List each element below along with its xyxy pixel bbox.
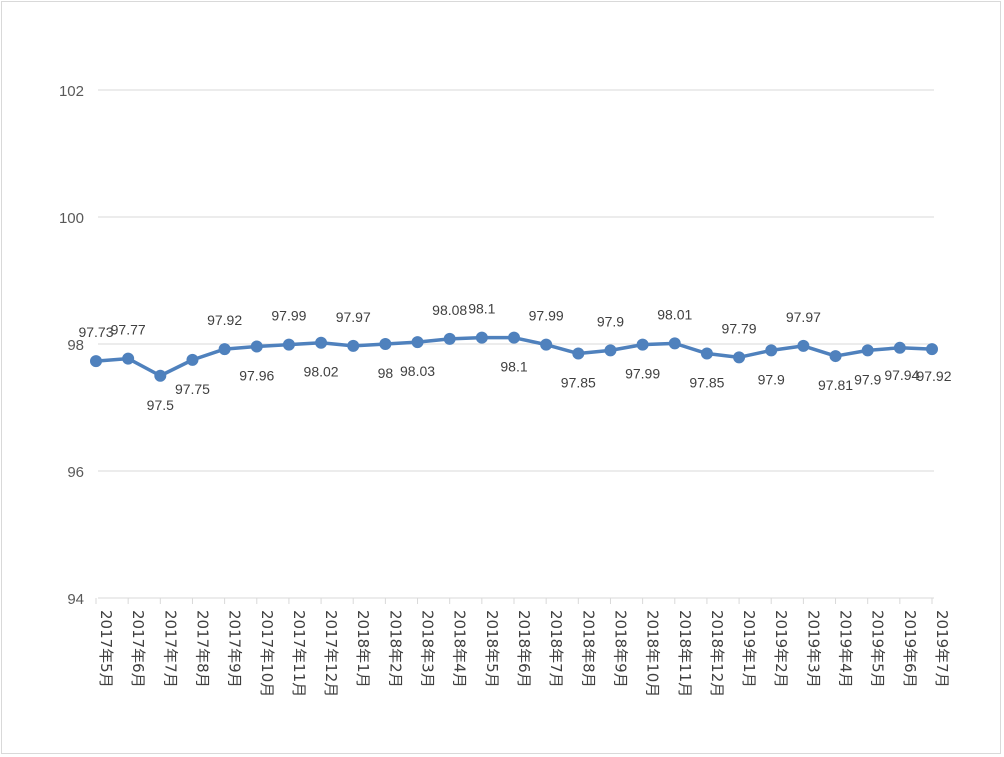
x-tick-label: 2017年9月 bbox=[226, 610, 244, 688]
data-point bbox=[797, 339, 810, 352]
x-tick-label: 2018年5月 bbox=[483, 610, 501, 688]
y-tick-label: 100 bbox=[59, 210, 84, 227]
x-tick-label: 2017年5月 bbox=[97, 610, 115, 688]
data-point bbox=[508, 331, 520, 344]
data-point bbox=[572, 347, 585, 360]
data-point bbox=[893, 341, 906, 354]
data-label: 97.73 bbox=[78, 324, 113, 340]
data-label: 97.99 bbox=[529, 308, 564, 324]
y-tick-label: 94 bbox=[67, 591, 84, 608]
data-point bbox=[700, 347, 713, 360]
data-point bbox=[347, 339, 360, 352]
x-tick-label: 2017年10月 bbox=[258, 610, 276, 697]
data-point bbox=[668, 337, 681, 350]
x-tick-label: 2017年6月 bbox=[129, 610, 147, 688]
x-tick-label: 2018年8月 bbox=[579, 610, 597, 688]
x-tick-label: 2019年2月 bbox=[772, 610, 790, 688]
data-point bbox=[475, 331, 488, 344]
data-label: 97.75 bbox=[175, 381, 210, 397]
data-point bbox=[733, 351, 746, 364]
data-point bbox=[315, 336, 328, 349]
data-label: 98.1 bbox=[468, 301, 495, 317]
data-label: 97.9 bbox=[597, 313, 624, 329]
data-point bbox=[540, 338, 553, 351]
data-label: 97.79 bbox=[722, 320, 757, 336]
series-points bbox=[90, 331, 938, 382]
y-axis-ticks: 94 96 98 100 102 bbox=[59, 83, 84, 608]
x-tick-label: 2019年4月 bbox=[837, 610, 855, 688]
y-tick-label: 96 bbox=[67, 464, 84, 481]
data-label: 97.5 bbox=[147, 397, 174, 413]
data-label: 98 bbox=[378, 365, 394, 381]
data-label: 97.94 bbox=[884, 367, 919, 383]
data-point bbox=[765, 344, 778, 357]
data-label: 97.92 bbox=[916, 368, 951, 384]
x-tick-label: 2019年5月 bbox=[869, 610, 887, 688]
data-point bbox=[218, 343, 231, 356]
gridlines bbox=[98, 89, 934, 599]
data-point bbox=[250, 340, 263, 353]
data-point bbox=[154, 369, 167, 382]
data-label: 97.97 bbox=[786, 309, 821, 325]
data-point bbox=[379, 338, 392, 350]
x-tick-label: 2018年6月 bbox=[515, 610, 533, 688]
data-point bbox=[861, 344, 874, 357]
data-point bbox=[636, 338, 649, 351]
x-tick-label: 2018年4月 bbox=[451, 610, 469, 688]
x-tick-label: 2018年1月 bbox=[354, 610, 372, 688]
data-label: 97.99 bbox=[271, 308, 306, 324]
x-tick-label: 2018年9月 bbox=[611, 610, 629, 688]
data-label: 98.1 bbox=[500, 359, 527, 375]
x-tick-label: 2018年11月 bbox=[676, 610, 694, 697]
x-tick-label: 2018年7月 bbox=[547, 610, 565, 688]
data-point bbox=[443, 332, 456, 345]
x-tick-label: 2019年7月 bbox=[933, 610, 951, 688]
data-point bbox=[90, 355, 102, 368]
y-tick-label: 102 bbox=[59, 83, 84, 100]
data-label: 97.9 bbox=[854, 371, 881, 387]
x-tick-label: 2019年3月 bbox=[804, 610, 822, 688]
data-label: 98.08 bbox=[432, 302, 467, 318]
data-label: 97.92 bbox=[207, 312, 242, 328]
x-tick-label: 2018年12月 bbox=[708, 610, 726, 697]
data-label: 97.97 bbox=[336, 309, 371, 325]
data-point bbox=[411, 336, 424, 349]
data-label: 98.01 bbox=[657, 306, 692, 322]
data-point bbox=[282, 338, 295, 351]
data-label: 97.85 bbox=[561, 375, 596, 391]
x-axis-ticks: 2017年5月 2017年6月 2017年7月 2017年8月 2017年9月 2017年… bbox=[95, 598, 951, 697]
data-label: 97.77 bbox=[111, 322, 146, 338]
data-label: 98.03 bbox=[400, 363, 435, 379]
data-label: 98.02 bbox=[304, 364, 339, 380]
x-tick-label: 2017年7月 bbox=[161, 610, 179, 688]
x-tick-label: 2018年10月 bbox=[644, 610, 662, 697]
x-tick-label: 2019年6月 bbox=[901, 610, 919, 688]
data-label: 97.85 bbox=[689, 375, 724, 391]
x-tick-label: 2017年11月 bbox=[290, 610, 308, 697]
data-point bbox=[829, 350, 842, 363]
x-tick-label: 2017年12月 bbox=[322, 610, 340, 697]
data-label: 97.99 bbox=[625, 366, 660, 382]
data-point bbox=[926, 343, 938, 356]
x-tick-label: 2019年1月 bbox=[740, 610, 758, 688]
data-point bbox=[122, 352, 135, 365]
data-point bbox=[604, 344, 617, 357]
data-label: 97.81 bbox=[818, 377, 853, 393]
data-label: 97.96 bbox=[239, 368, 274, 384]
x-tick-label: 2018年2月 bbox=[386, 610, 404, 688]
data-point bbox=[186, 353, 199, 366]
y-tick-label: 98 bbox=[67, 337, 84, 354]
x-tick-label: 2017年8月 bbox=[193, 610, 211, 688]
x-tick-label: 2018年3月 bbox=[419, 610, 437, 688]
data-label: 97.9 bbox=[758, 371, 785, 387]
